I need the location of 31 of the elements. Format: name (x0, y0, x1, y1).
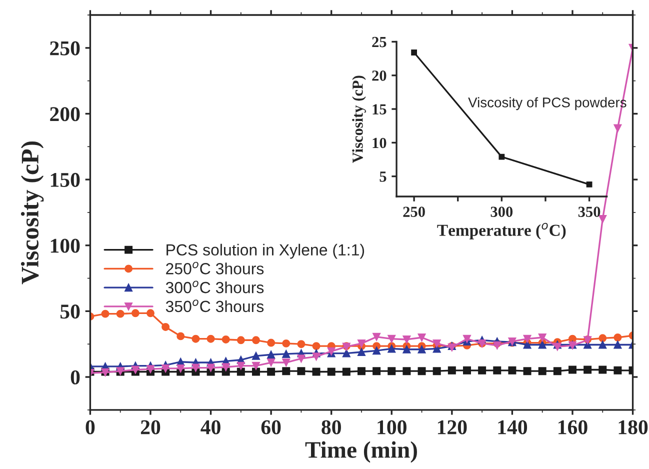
legend-label: 250$^{o}$C 3hours (166, 262, 264, 274)
x-tick-label: 60 (261, 420, 281, 434)
x-tick-label: 180 (618, 420, 648, 434)
x-axis-title: Temperature ($^{o}$C) (437, 222, 566, 240)
y-axis-title: Viscosity (cP) (352, 76, 366, 163)
y-tick-label: 50 (60, 304, 80, 319)
y-tick-label: 25 (372, 36, 386, 48)
x-tick-label: 300 (490, 206, 513, 217)
y-tick-label: 10 (372, 138, 386, 148)
x-tick-label: 160 (558, 420, 588, 434)
y-tick-label: 150 (50, 172, 80, 187)
y-axis-title: Viscosity (cP) (20, 141, 44, 284)
legend-label: 350$^{o}$C 3hours (166, 300, 264, 312)
x-tick-label: 40 (200, 420, 220, 434)
y-tick-label: 200 (50, 107, 80, 122)
x-tick-label: 120 (438, 420, 467, 434)
x-tick-label: 20 (140, 420, 160, 434)
x-tick-label: 350 (578, 206, 600, 217)
y-tick-label: 250 (50, 41, 80, 56)
y-tick-label: 0 (70, 370, 80, 384)
x-tick-label: 80 (322, 420, 341, 434)
x-tick-label: 250 (403, 206, 425, 217)
x-tick-label: 0 (86, 420, 95, 434)
y-tick-label: 5 (380, 172, 386, 182)
legend-label: PCS solution in Xylene (1:1) (166, 244, 364, 259)
x-tick-label: 140 (498, 420, 528, 434)
y-tick-label: 100 (50, 238, 80, 253)
x-axis-title: Time (min) (305, 441, 417, 463)
y-tick-label: 15 (372, 104, 386, 114)
legend-label: 300$^{o}$C 3hours (166, 280, 264, 294)
y-tick-label: 20 (372, 70, 386, 81)
